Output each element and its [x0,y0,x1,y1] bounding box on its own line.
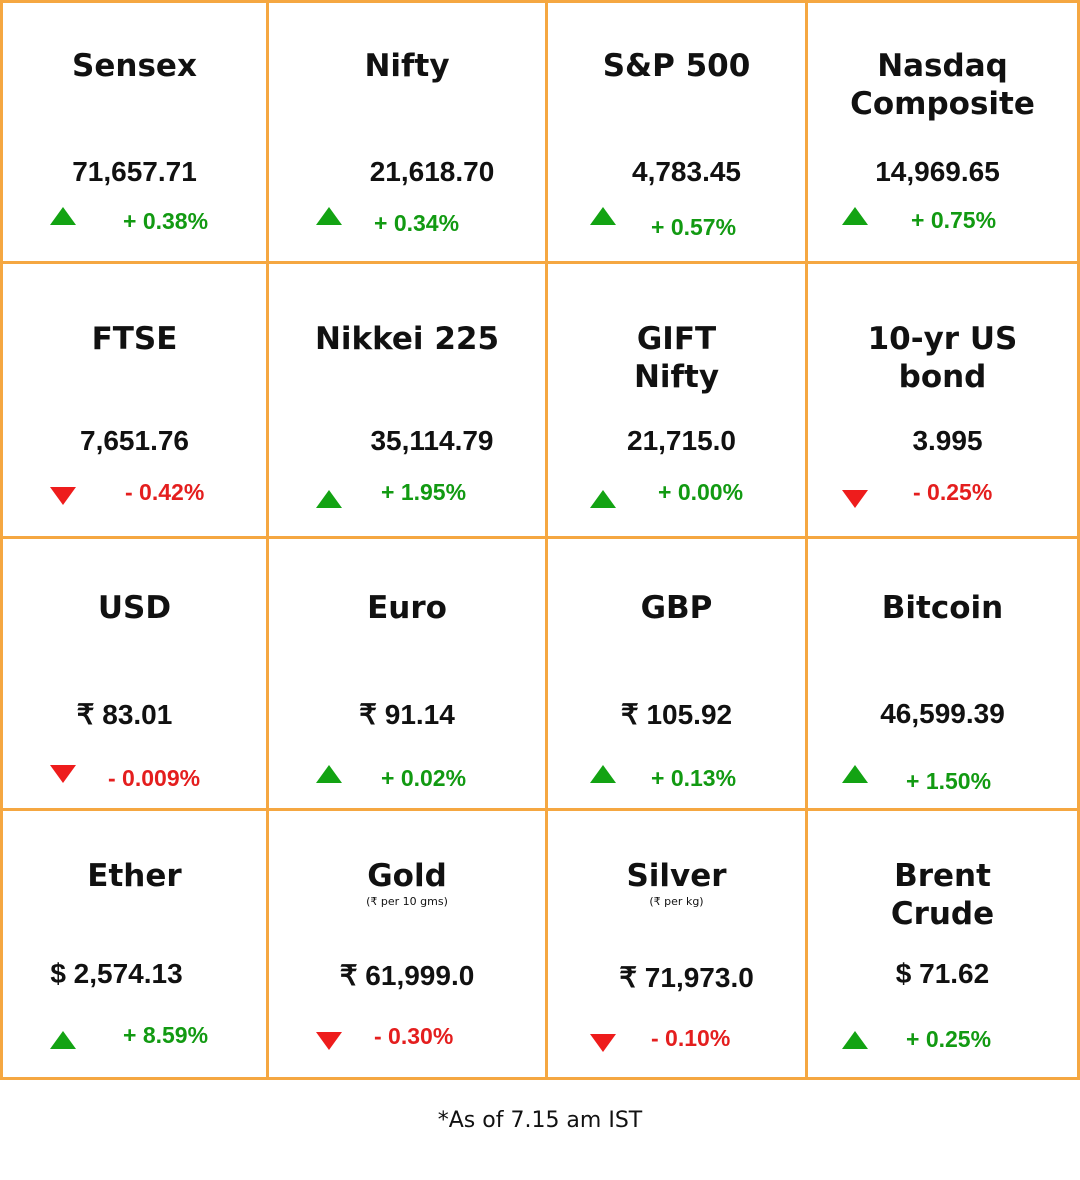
tile-change: + 0.75% [911,207,997,233]
tile-change: + 0.02% [381,765,467,791]
tile-value: ₹ 61,999.0 [339,960,475,991]
tile-sensex: Sensex 71,657.71 + 0.38% [3,3,269,264]
triangle-up-icon [590,207,616,225]
tile-change: + 1.50% [906,768,992,794]
tile-name: Nifty [364,48,450,84]
tile-name: USD [97,590,172,626]
triangle-up-icon [50,1031,76,1049]
tile-value: $ 71.62 [895,958,990,989]
tile-value: 3.995 [912,425,983,456]
tile-name: Brent Crude [890,858,995,932]
tile-ftse: FTSE 7,651.76 - 0.42% [3,264,269,539]
tile-change: - 0.10% [651,1025,731,1051]
triangle-down-icon [590,1034,616,1052]
tile-name: Nikkei 225 [314,321,500,357]
tile-name: Silver [626,858,727,894]
tile-name: Gold [367,858,447,894]
tile-nasdaq: Nasdaq Composite 14,969.65 + 0.75% [808,3,1077,264]
tile-subtitle: (₹ per 10 gms) [366,895,448,908]
tile-value: 35,114.79 [370,425,494,456]
tile-name: S&P 500 [602,48,751,84]
tile-value: 14,969.65 [875,156,1000,187]
triangle-up-icon [316,207,342,225]
tile-name: Ether [87,858,182,894]
tile-value: 21,715.0 [627,425,736,456]
tile-nikkei: Nikkei 225 35,114.79 + 1.95% [269,264,548,539]
tile-value: ₹ 83.01 [76,699,173,730]
tile-ether: Ether $ 2,574.13 + 8.59% [3,811,269,1077]
triangle-down-icon [50,487,76,505]
tile-euro: Euro ₹ 91.14 + 0.02% [269,539,548,811]
tile-name: GBP [640,590,713,626]
tile-change: + 0.13% [651,765,737,791]
tile-change: + 8.59% [123,1022,209,1048]
tile-change: + 0.00% [658,479,744,505]
triangle-up-icon [316,490,342,508]
tile-name: Nasdaq Composite [850,48,1035,122]
tile-silver: Silver (₹ per kg) ₹ 71,973.0 - 0.10% [548,811,808,1077]
tile-sp500: S&P 500 4,783.45 + 0.57% [548,3,808,264]
tile-value: 46,599.39 [880,698,1005,729]
triangle-up-icon [842,765,868,783]
tile-value: 71,657.71 [72,156,197,187]
footnote: *As of 7.15 am IST [437,1108,643,1133]
tile-gold: Gold (₹ per 10 gms) ₹ 61,999.0 - 0.30% [269,811,548,1077]
tile-change: + 1.95% [381,479,467,505]
tile-name: 10-yr US bond [867,321,1018,395]
tile-change: + 0.38% [123,208,209,234]
tile-value: ₹ 91.14 [359,699,455,730]
tile-name: FTSE [91,321,178,357]
market-tiles-grid: Sensex 71,657.71 + 0.38% Nifty 21,618.70… [0,0,1080,1080]
tile-value: ₹ 71,973.0 [619,962,754,993]
tile-change: + 0.34% [374,210,460,236]
triangle-up-icon [316,765,342,783]
triangle-up-icon [842,207,868,225]
triangle-down-icon [50,765,76,783]
tile-name: GIFT Nifty [633,321,720,395]
tile-change: - 0.30% [374,1023,454,1049]
tile-gift-nifty: GIFT Nifty 21,715.0 + 0.00% [548,264,808,539]
tile-value: $ 2,574.13 [50,958,183,989]
tile-bitcoin: Bitcoin 46,599.39 + 1.50% [808,539,1077,811]
tile-brent-crude: Brent Crude $ 71.62 + 0.25% [808,811,1077,1077]
tile-usd: USD ₹ 83.01 - 0.009% [3,539,269,811]
tile-change: - 0.42% [125,479,205,505]
tile-10yr-us-bond: 10-yr US bond 3.995 - 0.25% [808,264,1077,539]
tile-name: Bitcoin [881,590,1004,626]
tile-subtitle: (₹ per kg) [649,895,704,908]
tile-value: 7,651.76 [80,425,189,456]
tile-name: Euro [367,590,447,626]
tile-change: + 0.57% [651,214,737,240]
triangle-down-icon [842,490,868,508]
tile-change: + 0.25% [906,1026,992,1052]
tile-change: - 0.009% [108,765,201,791]
tile-value: 21,618.70 [369,156,495,187]
tile-change: - 0.25% [913,479,993,505]
tile-nifty: Nifty 21,618.70 + 0.34% [269,3,548,264]
triangle-up-icon [590,765,616,783]
tile-value: ₹ 105.92 [620,699,733,730]
triangle-down-icon [316,1032,342,1050]
triangle-up-icon [590,490,616,508]
triangle-up-icon [842,1031,868,1049]
tile-value: 4,783.45 [632,156,741,187]
triangle-up-icon [50,207,76,225]
tile-gbp: GBP ₹ 105.92 + 0.13% [548,539,808,811]
tile-name: Sensex [72,48,197,84]
